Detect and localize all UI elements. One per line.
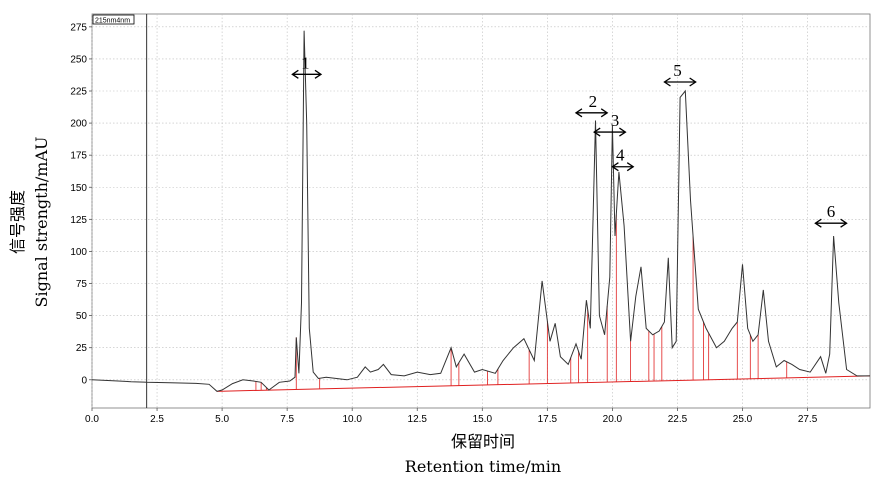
integration-marks bbox=[216, 214, 871, 392]
peak-annotation-3: 3 bbox=[593, 111, 627, 137]
x-tick-label: 10.0 bbox=[342, 414, 362, 425]
annotation-arrowhead-right bbox=[314, 69, 323, 79]
annotation-arrowhead-right bbox=[600, 108, 609, 118]
peak-label: 1 bbox=[301, 53, 310, 72]
y-tick-label: 125 bbox=[70, 215, 87, 226]
x-tick-label: 27.5 bbox=[798, 414, 818, 425]
annotation-arrowhead-left bbox=[611, 162, 619, 172]
x-tick-label: 5.0 bbox=[215, 414, 229, 425]
x-axis-label-en: Retention time/min bbox=[405, 457, 561, 476]
peak-label: 4 bbox=[616, 146, 625, 165]
y-tick-label: 150 bbox=[70, 183, 87, 194]
x-tick-label: 12.5 bbox=[408, 414, 428, 425]
y-tick-label: 0 bbox=[81, 375, 87, 386]
annotation-arrowhead-left bbox=[291, 69, 299, 79]
grid bbox=[91, 14, 870, 408]
annotation-arrowhead-right bbox=[840, 218, 848, 228]
y-axis-label-en: Signal strength/mAU bbox=[32, 136, 51, 307]
peak-annotation-2: 2 bbox=[574, 92, 609, 118]
x-tick-label: 2.5 bbox=[150, 414, 164, 425]
y-tick-label: 175 bbox=[70, 151, 87, 162]
peak-annotation-4: 4 bbox=[611, 146, 635, 172]
y-axis-label-cn: 信号强度 bbox=[8, 190, 27, 254]
plot-area bbox=[91, 13, 871, 409]
channel-tag-box bbox=[92, 14, 135, 25]
peak-annotation-5: 5 bbox=[663, 61, 697, 87]
x-axis-ticks: 0.0 2.5 5.0 7.5 10.0 12.5 15.0 17.5 20.0 22.5 25.0… bbox=[85, 408, 818, 425]
annotation-arrowhead-left bbox=[593, 127, 601, 137]
y-axis-ticks: 0 25 50 75 100 125 150 175 200 225 250 275 bbox=[70, 22, 92, 386]
peak-annotation-1: 1 bbox=[291, 53, 323, 79]
y-tick-label: 75 bbox=[76, 279, 88, 290]
annotation-arrowhead-right bbox=[619, 127, 627, 137]
peak-label: 5 bbox=[673, 61, 682, 80]
peak-label: 6 bbox=[827, 202, 836, 221]
y-tick-label: 100 bbox=[70, 247, 87, 258]
annotation-arrowhead-right bbox=[626, 162, 635, 172]
x-tick-label: 20.0 bbox=[603, 414, 623, 425]
y-tick-label: 50 bbox=[76, 311, 88, 322]
x-tick-label: 17.5 bbox=[538, 414, 558, 425]
annotation-arrowhead-left bbox=[663, 77, 671, 87]
y-tick-label: 250 bbox=[70, 54, 87, 65]
x-tick-label: 15.0 bbox=[473, 414, 493, 425]
channel-tag: 215nm4nm bbox=[95, 18, 130, 25]
y-tick-label: 200 bbox=[70, 119, 87, 130]
peak-label: 2 bbox=[589, 92, 598, 111]
y-tick-label: 275 bbox=[70, 22, 87, 33]
x-tick-label: 0.0 bbox=[85, 414, 99, 425]
signal-trace-line bbox=[91, 30, 870, 392]
x-tick-label: 7.5 bbox=[280, 414, 294, 425]
peak-label: 3 bbox=[611, 111, 620, 130]
y-tick-label: 225 bbox=[70, 87, 87, 98]
peak-annotation-6: 6 bbox=[814, 202, 848, 228]
x-tick-label: 22.5 bbox=[668, 414, 688, 425]
integration-baseline bbox=[216, 375, 871, 392]
annotation-arrowhead-left bbox=[814, 218, 822, 228]
y-tick-label: 25 bbox=[76, 343, 88, 354]
annotation-arrowhead-left bbox=[574, 108, 583, 118]
x-axis-label-cn: 保留时间 bbox=[451, 432, 515, 451]
x-tick-label: 25.0 bbox=[733, 414, 753, 425]
annotation-arrowhead-right bbox=[689, 77, 697, 87]
